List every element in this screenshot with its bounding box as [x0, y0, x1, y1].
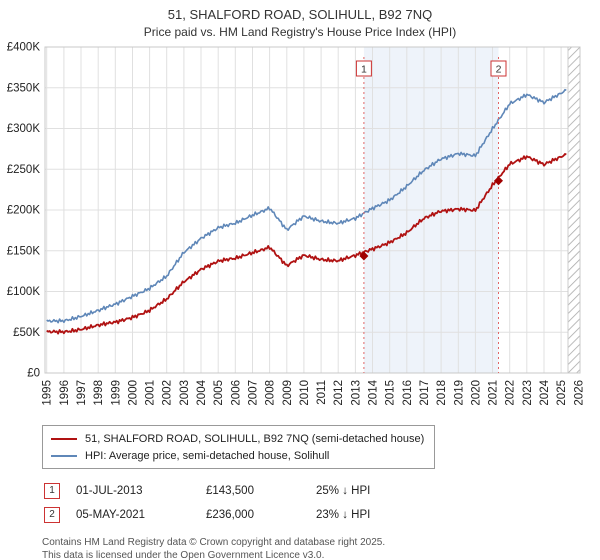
sale-1-marker-box: 1	[44, 483, 60, 499]
x-axis-label: 2011	[316, 380, 328, 405]
sale-2-flag-box	[490, 60, 507, 77]
chart-legend: 51, SHALFORD ROAD, SOLIHULL, B92 7NQ (se…	[42, 425, 436, 469]
x-axis-label: 2016	[402, 380, 414, 406]
x-axis-label: 1997	[76, 380, 88, 406]
sale-1-date: 01-JUL-2013	[76, 485, 143, 497]
y-axis-label: £350K	[7, 82, 41, 94]
footer-line-1: Contains HM Land Registry data © Crown c…	[42, 537, 386, 548]
x-axis-label: 2005	[213, 380, 225, 406]
sale-1-flag-box	[355, 60, 372, 77]
x-axis-label: 2022	[505, 380, 517, 406]
y-axis-label: £150K	[7, 245, 41, 257]
future-hatch-region	[567, 46, 581, 374]
legend-label-hpi: HPI: Average price, semi-detached house,…	[85, 449, 330, 462]
sale-1-flag-number: 1	[361, 64, 367, 76]
x-axis-label: 2026	[573, 380, 585, 406]
legend-item-property: 51, SHALFORD ROAD, SOLIHULL, B92 7NQ (se…	[51, 430, 424, 447]
sale-2-date: 05-MAY-2021	[76, 509, 146, 521]
license-footer: Contains HM Land Registry data © Crown c…	[42, 537, 600, 560]
y-axis-label: £400K	[7, 42, 41, 54]
x-axis-label: 2025	[556, 380, 568, 406]
x-axis-label: 1999	[110, 380, 122, 406]
page-subtitle: Price paid vs. HM Land Registry's House …	[143, 25, 457, 39]
x-axis-label: 2008	[265, 380, 277, 406]
property-price-line	[46, 153, 567, 335]
sale-1-point	[359, 251, 369, 261]
x-axis-label: 2002	[162, 380, 174, 406]
legend-label-property: 51, SHALFORD ROAD, SOLIHULL, B92 7NQ (se…	[85, 432, 425, 445]
x-axis-label: 2013	[350, 380, 362, 406]
x-axis-label: 2019	[453, 380, 465, 406]
hpi-line-swatch	[51, 454, 77, 457]
x-axis-label: 2006	[230, 380, 242, 406]
sale-2-flag-number: 2	[496, 64, 502, 76]
x-axis-label: 2009	[282, 380, 294, 406]
x-axis-label: 1996	[59, 380, 71, 406]
x-axis-label: 2007	[248, 380, 260, 406]
page-title: 51, SHALFORD ROAD, SOLIHULL, B92 7NQ	[167, 7, 433, 22]
hpi-average-line	[46, 88, 567, 324]
sale-row-2: 2 05-MAY-2021 £236,000 23% ↓ HPI	[44, 503, 600, 527]
y-axis-label: £0	[27, 368, 40, 380]
property-line-swatch	[51, 437, 77, 440]
x-axis-label: 2003	[179, 380, 191, 406]
x-axis-label: 2001	[145, 380, 157, 406]
x-axis-label: 2000	[128, 380, 140, 406]
x-axis-label: 2023	[522, 380, 534, 406]
legend-item-hpi: HPI: Average price, semi-detached house,…	[51, 447, 424, 464]
y-axis-label: £300K	[7, 123, 41, 135]
y-axis-label: £250K	[7, 164, 41, 176]
sale-2-marker-box: 2	[44, 507, 60, 523]
sale-2-point	[494, 176, 503, 186]
x-axis-label: 2015	[385, 380, 397, 406]
x-axis-label: 2004	[196, 379, 208, 405]
sale-1-price: £143,500	[206, 485, 254, 497]
sale-row-1: 1 01-JUL-2013 £143,500 25% ↓ HPI	[44, 479, 600, 503]
x-axis-label: 2010	[299, 380, 311, 406]
plot-border	[44, 46, 581, 374]
x-axis-label: 2021	[488, 380, 500, 406]
x-axis-label: 2018	[436, 380, 448, 406]
x-axis-label: 1998	[93, 380, 105, 406]
sale-1-hpi-delta: 25% ↓ HPI	[316, 485, 371, 497]
y-axis-label: £50K	[13, 327, 40, 339]
x-axis-label: 2012	[333, 380, 345, 406]
sale-2-price: £236,000	[206, 509, 254, 521]
x-axis-label: 2017	[419, 380, 431, 406]
y-axis-label: £200K	[7, 205, 41, 217]
x-axis-label: 1995	[42, 380, 54, 406]
x-axis-label: 2020	[470, 380, 482, 406]
price-history-chart: 1 2 £0 £50K £100K £150K £200K £250K £300K £350K £4…	[7, 42, 586, 406]
x-axis-label: 2024	[539, 379, 551, 405]
y-axis-label: £100K	[7, 286, 41, 298]
sale-annotations: 1 01-JUL-2013 £143,500 25% ↓ HPI 2 05-MA…	[44, 479, 600, 527]
sale-2-hpi-delta: 23% ↓ HPI	[316, 509, 371, 521]
footer-line-2: This data is licensed under the Open Gov…	[42, 549, 325, 560]
x-axis-label: 2014	[368, 379, 380, 405]
